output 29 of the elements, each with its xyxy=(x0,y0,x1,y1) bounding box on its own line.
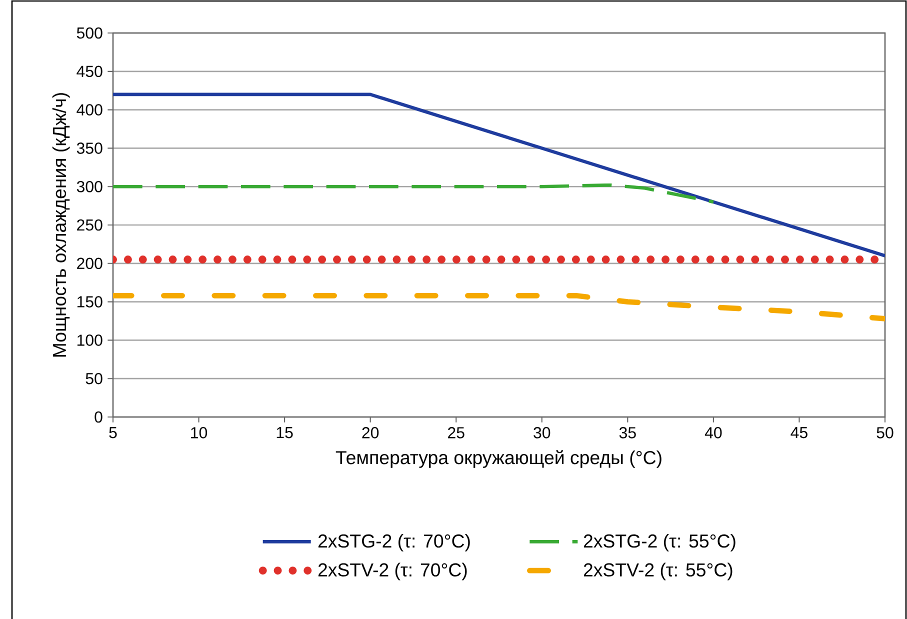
x-tick-label: 5 xyxy=(109,427,117,438)
x-tick-label: 40 xyxy=(704,427,722,438)
x-axis-title: Температура окружающей среды (°C) xyxy=(336,450,662,468)
legend-label: 2xSTG-2 (τ: 70°C) xyxy=(318,534,470,552)
line-series xyxy=(113,92,885,258)
x-tick-label: 10 xyxy=(191,427,208,438)
x-tick-label: 30 xyxy=(534,427,550,438)
legend-label: 2xSTG-2 (τ: 55°C) xyxy=(584,534,736,552)
x-tick-label: 15 xyxy=(276,427,293,438)
y-tick-label: 400 xyxy=(76,104,102,116)
y-tick-label: 350 xyxy=(76,142,102,154)
y-tick-label: 100 xyxy=(77,334,102,346)
x-tick-label: 35 xyxy=(619,427,636,438)
x-tick-label: 25 xyxy=(448,427,464,438)
y-tick-label: 250 xyxy=(77,219,102,231)
y-tick-label: 500 xyxy=(76,27,102,39)
line-series xyxy=(113,183,716,204)
y-tick-label: 150 xyxy=(77,296,102,308)
y-tick-label: 0 xyxy=(94,411,102,423)
x-tick-label: 45 xyxy=(790,427,808,438)
y-tick-label: 50 xyxy=(86,372,102,384)
y-axis-title: Мощность охлаждения (кДж/ч) xyxy=(52,93,70,357)
x-tick-label: 20 xyxy=(362,427,379,438)
legend-label: 2xSTV-2 (τ: 55°C) xyxy=(584,562,732,580)
y-tick-label: 450 xyxy=(76,66,102,78)
y-tick-label: 200 xyxy=(77,258,102,270)
y-tick-label: 300 xyxy=(76,180,102,192)
x-tick-label: 50 xyxy=(876,427,894,438)
legend-label: 2xSTV-2 (τ: 70°C) xyxy=(318,562,467,580)
